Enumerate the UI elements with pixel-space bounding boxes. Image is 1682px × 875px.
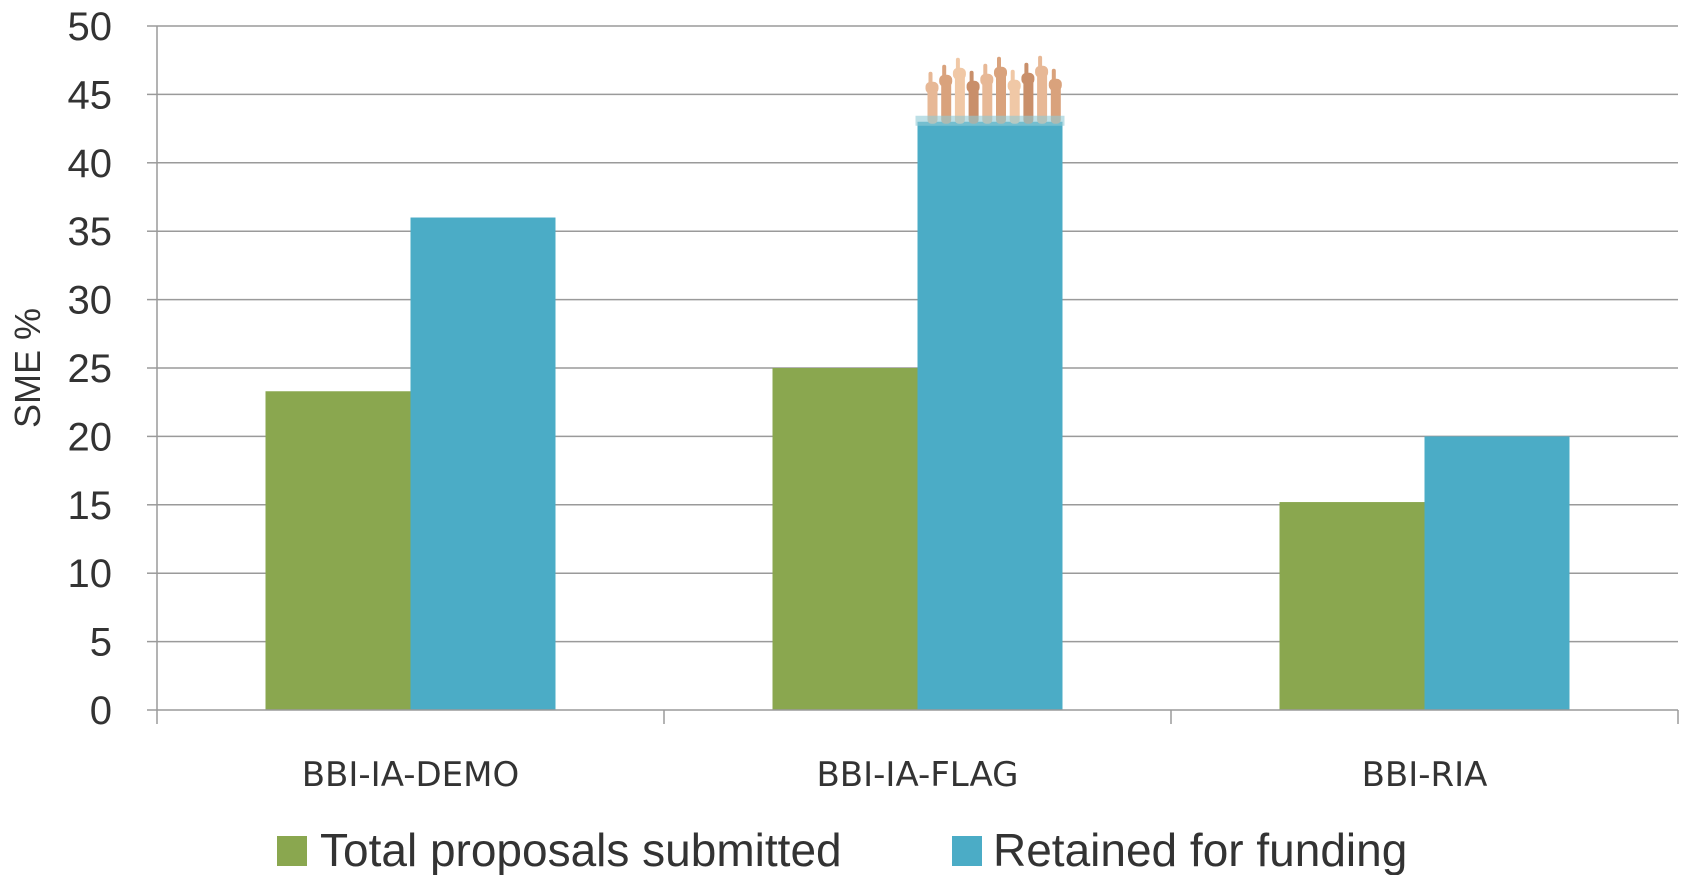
bar (1424, 436, 1570, 710)
legend-swatch (277, 836, 307, 866)
raised-arm (1023, 76, 1034, 124)
raised-arm (1037, 69, 1048, 124)
thumb (1010, 69, 1015, 82)
thumb (1051, 68, 1056, 81)
thumb (928, 71, 933, 84)
fist (966, 80, 980, 93)
bar (917, 121, 1063, 710)
annotations (915, 55, 1065, 126)
y-tick-label: 40 (68, 142, 113, 186)
fist (1035, 65, 1049, 78)
thumb (997, 56, 1001, 69)
raised-arm (982, 77, 993, 124)
y-tick-label: 50 (68, 5, 113, 49)
legend-label: Total proposals submitted (320, 824, 842, 875)
fist (952, 67, 966, 80)
thumb (1038, 55, 1043, 68)
fist (1048, 78, 1062, 91)
y-tick-label: 20 (68, 415, 113, 459)
y-tick-labels: 0 5 10 15 20 25 30 35 40 45 50 (68, 5, 113, 733)
fist (1021, 72, 1035, 85)
raised-arm (996, 70, 1006, 124)
thumbs-up-hands-icon (915, 55, 1065, 126)
x-tick-labels: BBI-IA-DEMO BBI-IA-FLAG BBI-RIA (302, 755, 1488, 795)
y-tick-label: 25 (68, 347, 113, 391)
fist (925, 81, 939, 94)
bars (265, 121, 1570, 710)
thumb (942, 64, 947, 77)
thumb (1024, 62, 1029, 75)
y-tick-label: 30 (68, 279, 113, 323)
axes (147, 25, 1679, 724)
legend: Total proposals submitted Retained for fu… (277, 824, 1407, 875)
bar (1279, 502, 1425, 710)
thumb (969, 70, 974, 83)
x-tick-label: BBI-RIA (1362, 755, 1488, 795)
bar (772, 368, 918, 710)
legend-item: Total proposals submitted (277, 824, 842, 875)
image-base (915, 115, 1065, 126)
thumb (983, 63, 988, 76)
fist (994, 66, 1007, 79)
raised-arm (968, 84, 979, 124)
x-tick-label: BBI-IA-DEMO (302, 755, 520, 795)
y-tick-label: 15 (68, 484, 113, 528)
fist (980, 73, 994, 86)
raised-arm (1050, 82, 1061, 124)
x-tick-label: BBI-IA-FLAG (816, 755, 1018, 795)
legend-swatch (952, 836, 982, 866)
thumb (955, 57, 960, 70)
raised-arm (1009, 83, 1020, 124)
legend-item: Retained for funding (952, 824, 1407, 875)
legend-label: Retained for funding (993, 824, 1407, 875)
raised-arm (941, 78, 952, 124)
y-tick-label: 5 (90, 621, 112, 665)
bar (265, 391, 411, 710)
y-axis-label: SME % (7, 308, 48, 428)
y-tick-label: 0 (90, 689, 112, 733)
fist (1007, 79, 1021, 92)
raised-arm (927, 85, 938, 124)
y-tick-label: 10 (68, 552, 113, 596)
fist (939, 74, 953, 87)
raised-arm (954, 71, 965, 124)
y-tick-label: 45 (68, 73, 113, 117)
bar (410, 217, 556, 710)
y-tick-label: 35 (68, 210, 113, 254)
